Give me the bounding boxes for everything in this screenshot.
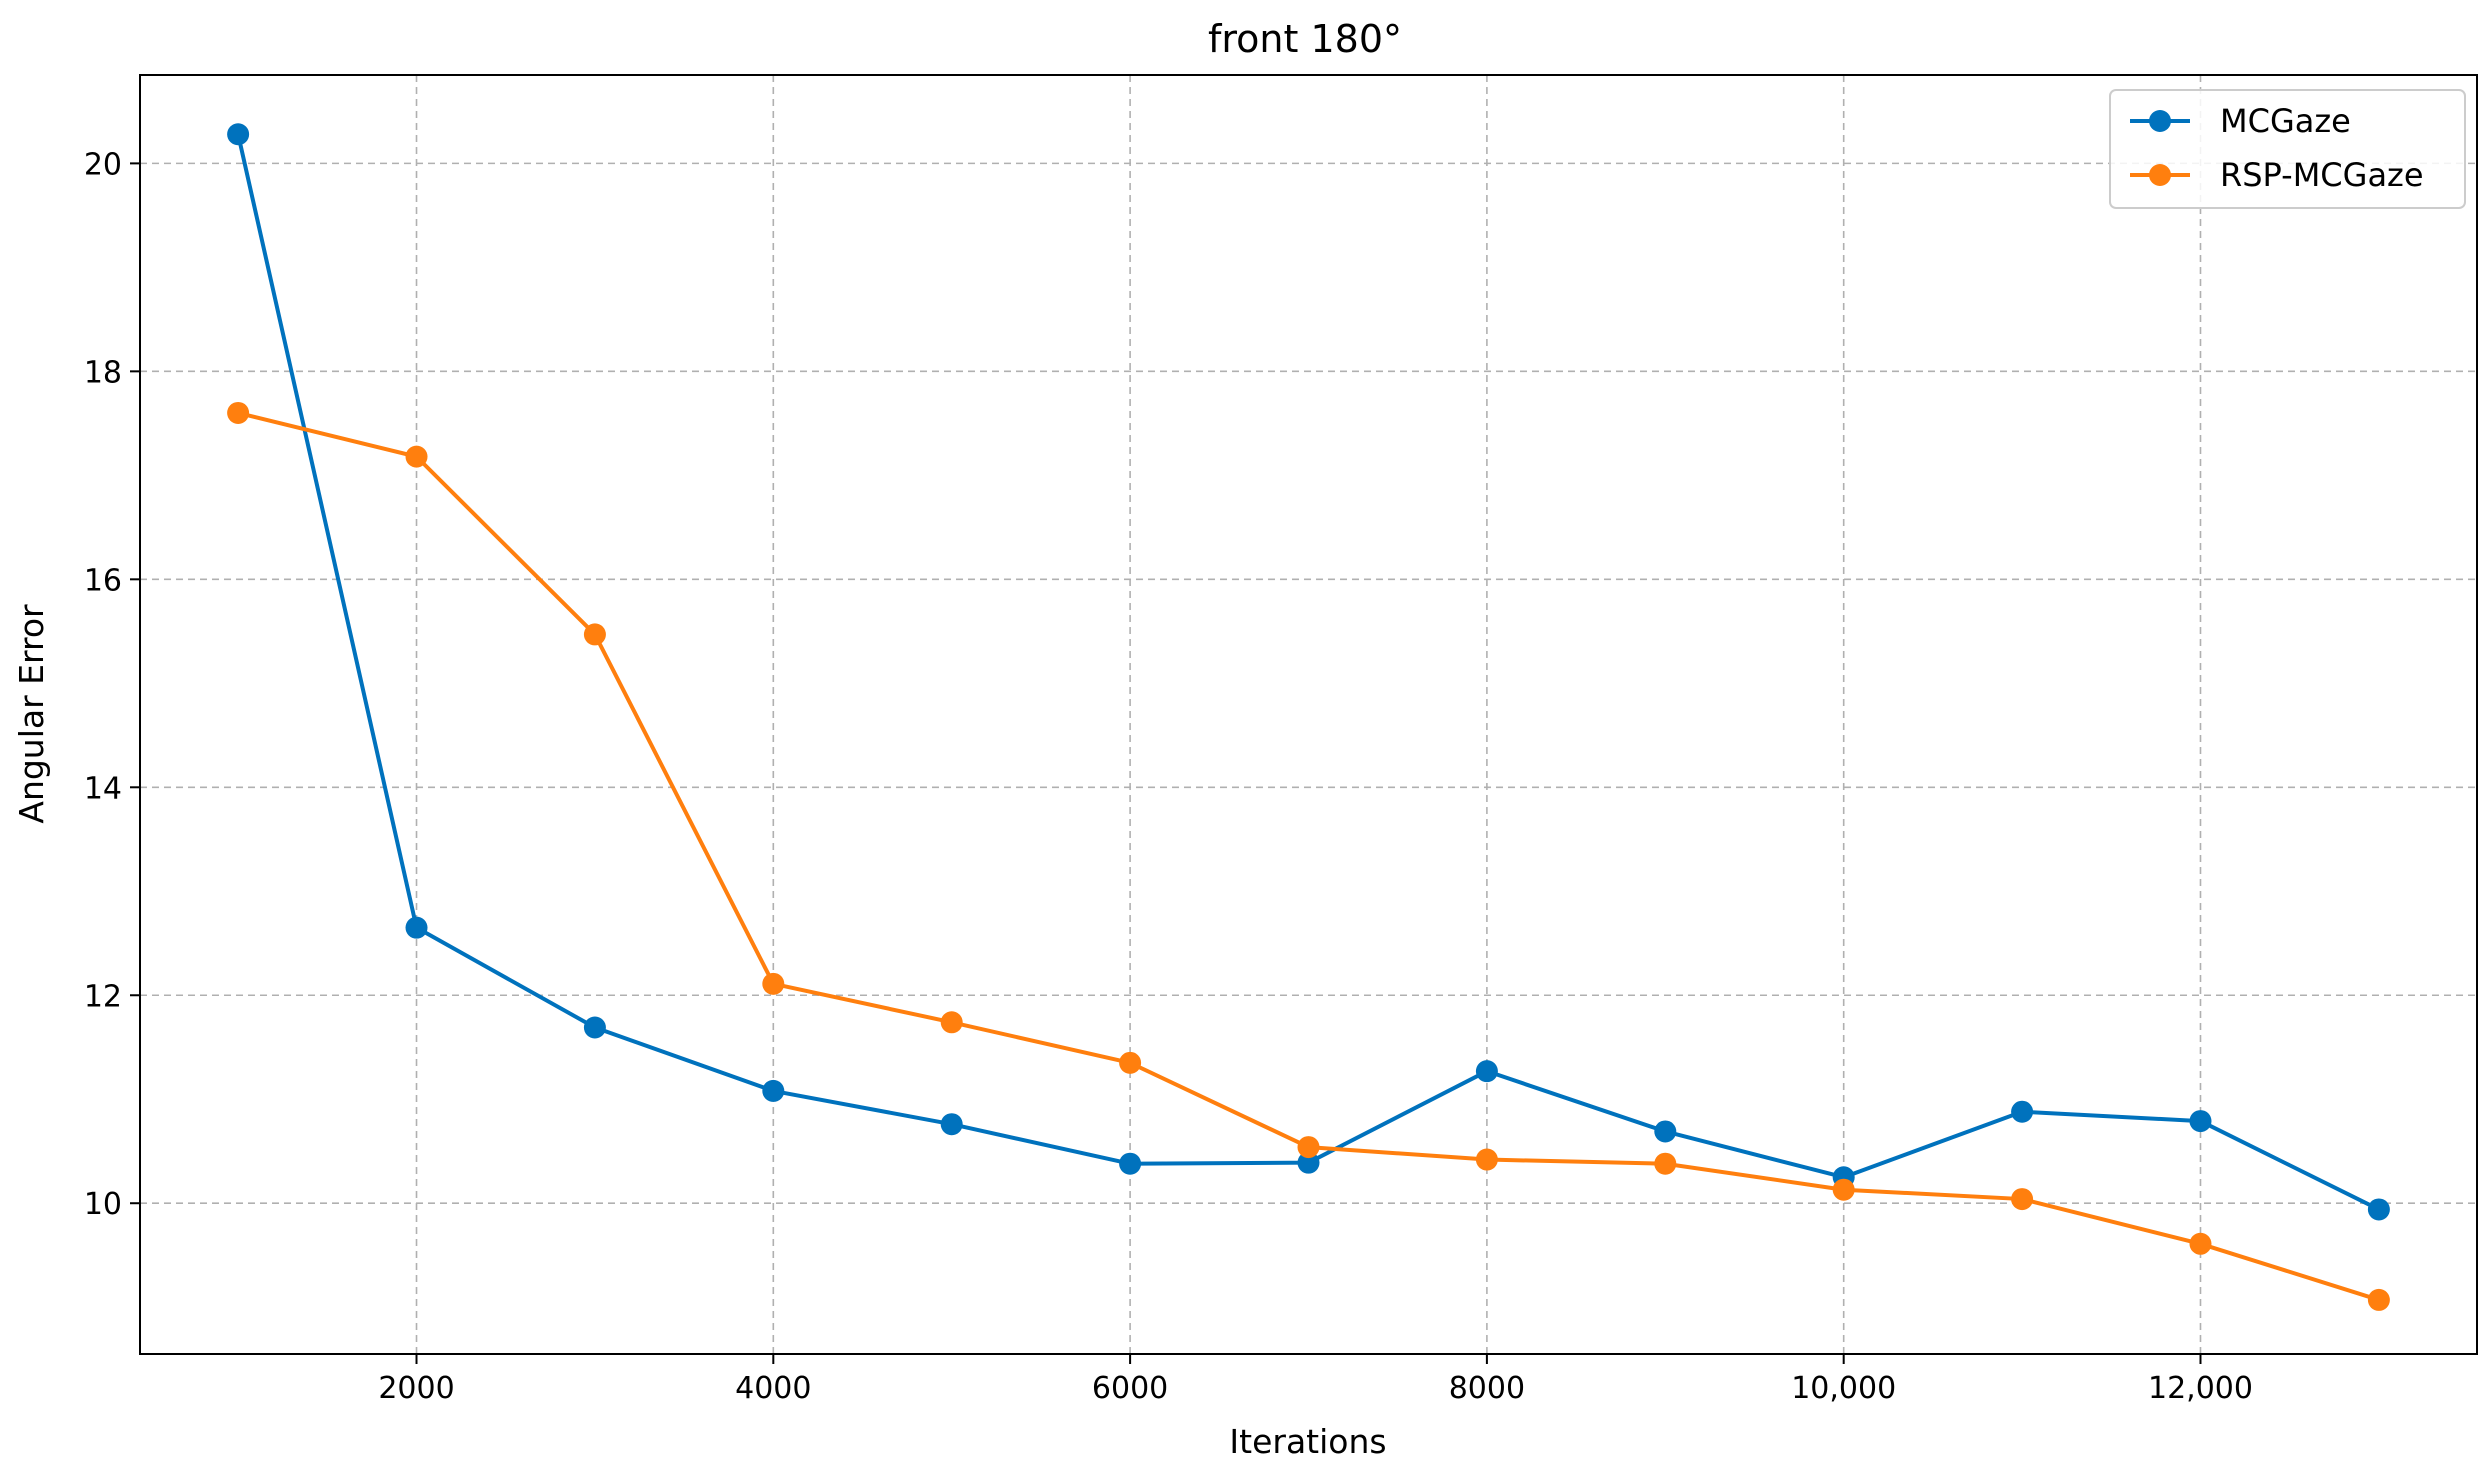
chart-title: front 180° — [1208, 17, 1402, 61]
data-point-mcgaze — [940, 1113, 963, 1136]
data-point-rsp-mcgaze — [762, 972, 785, 995]
data-point-mcgaze — [1475, 1060, 1498, 1083]
data-point-rsp-mcgaze — [2011, 1188, 2034, 1211]
x-tick-label: 6000 — [1092, 1371, 1168, 1406]
x-tick-label: 8000 — [1449, 1371, 1525, 1406]
data-point-mcgaze — [1297, 1151, 1320, 1174]
data-point-rsp-mcgaze — [1832, 1178, 1855, 1201]
y-axis-label: Angular Error — [12, 604, 51, 824]
data-point-mcgaze — [1119, 1152, 1142, 1175]
data-point-mcgaze — [762, 1079, 785, 1102]
data-point-mcgaze — [1654, 1120, 1677, 1143]
y-tick-label: 14 — [84, 771, 122, 806]
data-point-rsp-mcgaze — [2189, 1232, 2212, 1255]
legend: MCGaze RSP-MCGaze — [2109, 89, 2466, 209]
data-point-mcgaze — [2189, 1110, 2212, 1133]
gridlines — [140, 75, 2477, 1354]
x-tick-label: 10,000 — [1791, 1371, 1896, 1406]
y-tick-label: 10 — [84, 1187, 122, 1222]
data-point-rsp-mcgaze — [1297, 1136, 1320, 1159]
data-point-rsp-mcgaze — [405, 445, 428, 468]
plot-area-frame — [139, 74, 2478, 1355]
x-tick-label: 2000 — [378, 1371, 454, 1406]
data-point-mcgaze — [227, 123, 250, 146]
data-point-rsp-mcgaze — [1654, 1152, 1677, 1175]
y-tick-label: 18 — [84, 355, 122, 390]
legend-marker-rsp-mcgaze — [2149, 164, 2171, 186]
x-axis-label: Iterations — [1229, 1422, 1386, 1461]
data-point-rsp-mcgaze — [1119, 1051, 1142, 1074]
y-tick-label: 16 — [84, 563, 122, 598]
data-point-rsp-mcgaze — [227, 401, 250, 424]
axis-ticks: 2000 4000 6000 8000 10,000 12,000 10 12 14 16 18 20 — [84, 147, 2253, 1406]
data-point-mcgaze — [2367, 1198, 2390, 1221]
legend-marker-mcgaze — [2149, 110, 2171, 132]
data-point-rsp-mcgaze — [1475, 1148, 1498, 1171]
x-tick-label: 4000 — [735, 1371, 811, 1406]
y-tick-label: 12 — [84, 979, 122, 1014]
series-mcgaze — [227, 123, 2390, 1221]
legend-box — [2109, 89, 2466, 209]
data-point-rsp-mcgaze — [583, 623, 606, 646]
series-rsp-mcgaze — [227, 401, 2390, 1311]
data-point-mcgaze — [583, 1016, 606, 1039]
data-point-mcgaze — [405, 916, 428, 939]
data-point-mcgaze — [2011, 1100, 2034, 1123]
legend-label-rsp-mcgaze: RSP-MCGaze — [2220, 156, 2424, 194]
data-point-rsp-mcgaze — [940, 1011, 963, 1034]
y-tick-label: 20 — [84, 147, 122, 182]
legend-label-mcgaze: MCGaze — [2220, 102, 2351, 140]
x-tick-label: 12,000 — [2148, 1371, 2253, 1406]
series-layer — [227, 123, 2390, 1311]
data-point-rsp-mcgaze — [2367, 1288, 2390, 1311]
